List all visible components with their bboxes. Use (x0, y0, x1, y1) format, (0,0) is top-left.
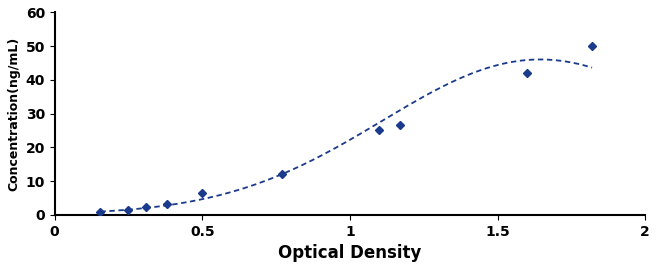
Y-axis label: Concentration(ng/mL): Concentration(ng/mL) (7, 37, 20, 191)
X-axis label: Optical Density: Optical Density (278, 244, 422, 262)
